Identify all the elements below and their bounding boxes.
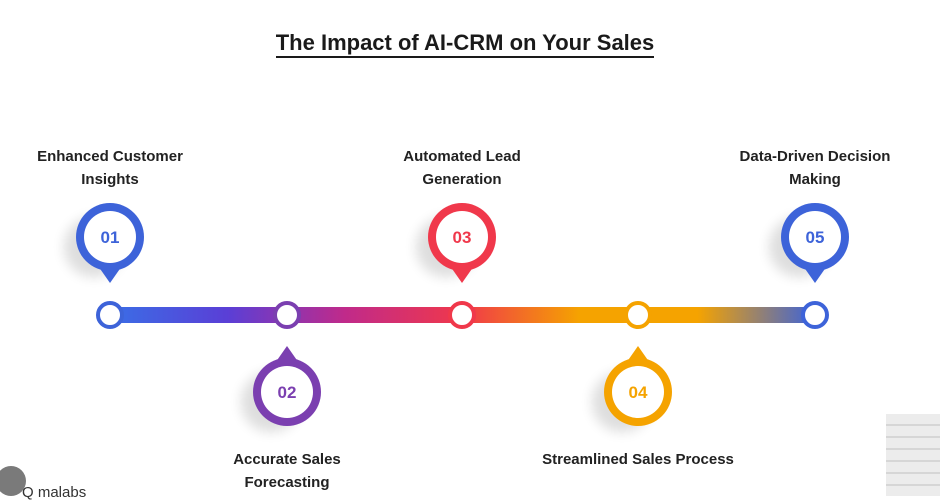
timeline-node	[96, 301, 124, 329]
badge-inner	[436, 211, 488, 263]
diagram-title: The Impact of AI-CRM on Your Sales	[0, 30, 930, 58]
timeline-node	[801, 301, 829, 329]
step-number: 01	[101, 228, 120, 247]
step-number: 03	[453, 228, 472, 247]
label-line: Automated Lead	[403, 148, 521, 165]
timeline-node	[273, 301, 301, 329]
step-01-label: Enhanced Customer Insights	[0, 145, 220, 191]
watermark-text: Q malabs	[22, 484, 87, 501]
label-line: Insights	[81, 171, 139, 188]
badge-inner	[612, 366, 664, 418]
label-line: Forecasting	[244, 474, 330, 491]
badge-inner	[84, 211, 136, 263]
label-line: Making	[789, 171, 841, 188]
step-04-marker: 04	[592, 301, 672, 432]
timeline-node	[624, 301, 652, 329]
timeline-node	[448, 301, 476, 329]
step-05-label: Data-Driven Decision Making	[705, 145, 925, 191]
step-04-label: Streamlined Sales Process	[528, 448, 748, 471]
step-number: 04	[629, 383, 648, 402]
corner-decoration	[886, 414, 940, 496]
label-line: Data-Driven Decision	[739, 148, 891, 165]
step-number: 02	[278, 383, 297, 402]
label-line: Streamlined Sales Process	[542, 451, 734, 468]
step-05-marker: 05	[769, 203, 849, 329]
step-02-marker: 02	[241, 301, 321, 432]
step-03-label: Automated Lead Generation	[352, 145, 572, 191]
label-line: Enhanced Customer	[37, 148, 183, 165]
step-number: 05	[806, 228, 825, 247]
label-line: Generation	[422, 171, 502, 188]
badge-inner	[789, 211, 841, 263]
step-01-marker: 01	[64, 203, 144, 329]
step-03-marker: 03	[416, 203, 496, 329]
watermark: Q malabs	[0, 466, 130, 501]
badge-inner	[261, 366, 313, 418]
label-line: Accurate Sales	[233, 451, 341, 468]
step-02-label: Accurate Sales Forecasting	[177, 448, 397, 494]
camera-icon	[0, 466, 26, 496]
